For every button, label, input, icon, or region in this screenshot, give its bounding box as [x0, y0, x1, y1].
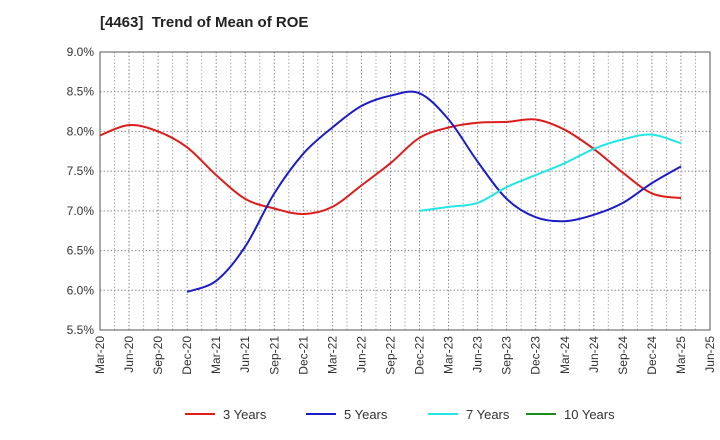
x-tick-label: Jun-20 [122, 336, 136, 373]
legend-label-10-years: 10 Years [564, 407, 615, 422]
x-tick-label: Mar-25 [674, 336, 688, 374]
x-tick-label: Dec-24 [645, 336, 659, 375]
series-line-5-years [186, 90, 682, 293]
y-tick-label: 8.0% [67, 124, 95, 138]
y-tick-label: 6.5% [67, 244, 95, 258]
x-tick-label: Sep-24 [616, 336, 630, 375]
x-tick-label: Mar-21 [209, 336, 223, 374]
x-tick-label: Dec-20 [180, 336, 194, 375]
legend-label-5-years: 5 Years [344, 407, 388, 422]
y-tick-label: 5.5% [67, 323, 95, 337]
y-tick-label: 7.5% [67, 164, 95, 178]
x-tick-label: Jun-24 [587, 336, 601, 373]
x-tick-label: Sep-22 [383, 336, 397, 375]
y-tick-label: 9.0% [67, 45, 95, 59]
chart-title: [4463] Trend of Mean of ROE [100, 14, 309, 31]
x-tick-label: Mar-20 [93, 336, 107, 374]
legend-label-3-years: 3 Years [223, 407, 267, 422]
x-tick-label: Jun-22 [354, 336, 368, 373]
x-tick-label: Mar-23 [442, 336, 456, 374]
x-tick-label: Dec-21 [296, 336, 310, 375]
legend: 3 Years 5 Years 7 Years 10 Years [185, 407, 615, 422]
x-tick-label: Jun-21 [238, 336, 252, 373]
x-tick-label: Jun-25 [703, 336, 717, 373]
y-tick-label: 6.0% [67, 283, 95, 297]
x-tick-label: Jun-23 [471, 336, 485, 373]
x-tick-label: Sep-21 [267, 336, 281, 375]
series-line-3-years [99, 118, 682, 216]
y-tick-label: 8.5% [67, 85, 95, 99]
y-axis-ticks: 5.5% 6.0% 6.5% 7.0% 7.5% 8.0% 8.5% 9.0% [67, 45, 95, 337]
legend-label-7-years: 7 Years [466, 407, 510, 422]
x-tick-label: Dec-23 [529, 336, 543, 375]
series-lines [99, 90, 682, 293]
x-tick-label: Sep-20 [151, 336, 165, 375]
series-line-7-years [419, 133, 682, 212]
plot-border [99, 51, 711, 331]
x-tick-label: Mar-22 [325, 336, 339, 374]
grid-lines [100, 52, 710, 330]
x-tick-label: Dec-22 [413, 336, 427, 375]
y-tick-label: 7.0% [67, 204, 95, 218]
x-tick-label: Sep-23 [500, 336, 514, 375]
x-tick-label: Mar-24 [558, 336, 572, 374]
x-axis-ticks: Mar-20 Jun-20 Sep-20 Dec-20 Mar-21 Jun-21 Sep-… [93, 336, 717, 375]
